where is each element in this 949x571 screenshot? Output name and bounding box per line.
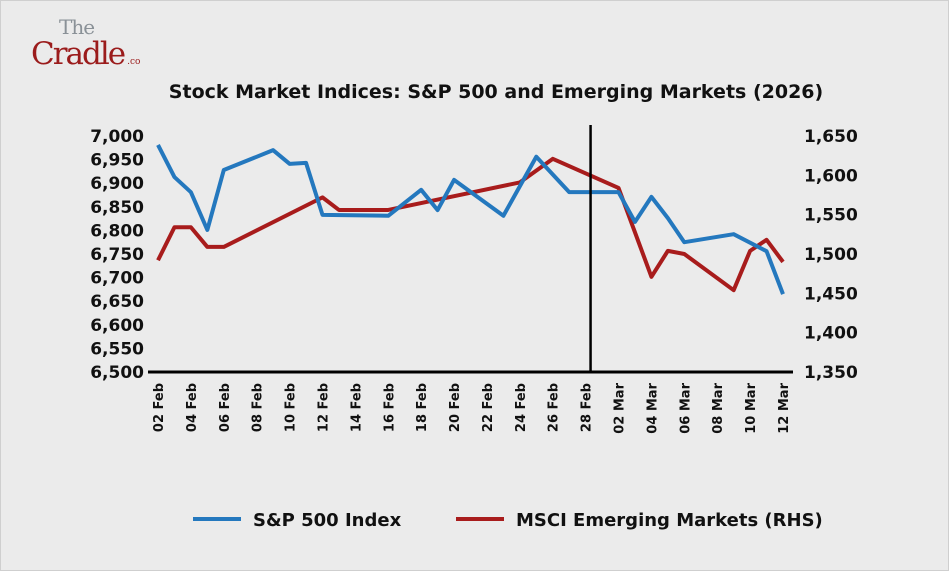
x-tick-label: 04 Feb [185,383,200,432]
left-tick-label: 6,500 [90,363,144,383]
series-line-msci [156,156,785,293]
left-tick-label: 6,550 [90,339,144,359]
series-line-sp500 [156,144,785,295]
right-tick-label: 1,450 [804,284,858,304]
x-tick-label: 12 Feb [316,383,331,432]
x-tick-label: 16 Feb [382,383,397,432]
logo-co: .co [127,57,141,67]
left-tick-label: 6,950 [90,151,144,171]
x-tick-label: 02 Mar [613,382,628,433]
x-tick-label: 26 Feb [547,383,562,432]
right-tick-label: 1,350 [804,363,858,383]
x-tick-label: 08 Mar [711,382,726,433]
legend-label-msci: MSCI Emerging Markets (RHS) [516,510,823,531]
left-tick-label: 6,850 [90,198,144,218]
x-tick-label: 12 Mar [777,382,792,433]
x-tick-label: 14 Feb [349,383,364,432]
right-tick-label: 1,600 [804,166,858,186]
left-tick-label: 7,000 [90,127,144,147]
logo-row: Cradle .co [31,37,171,71]
x-tick-label: 06 Feb [218,383,233,432]
legend-label-sp500: S&P 500 Index [253,510,402,531]
left-axis-ticks: 7,000 6,950 6,900 6,850 6,800 6,750 6,700 6,650… [90,127,144,383]
right-tick-label: 1,550 [804,206,858,226]
left-tick-label: 6,750 [90,245,144,265]
chart-title: Stock Market Indices: S&P 500 and Emergi… [169,81,823,103]
left-tick-label: 6,900 [90,174,144,194]
legend: S&P 500 Index MSCI Emerging Markets (RHS… [193,510,823,531]
left-tick-label: 6,700 [90,269,144,289]
left-tick-label: 6,600 [90,316,144,336]
right-tick-label: 1,500 [804,245,858,265]
x-tick-label: 20 Feb [448,383,463,432]
x-tick-label: 24 Feb [514,383,529,432]
right-axis-ticks: 1,650 1,600 1,550 1,500 1,450 1,400 1,350 [804,127,858,383]
x-tick-label: 04 Mar [645,382,660,433]
right-tick-label: 1,400 [804,324,858,344]
x-tick-label: 28 Feb [580,383,595,432]
logo-the: The [59,15,95,39]
x-tick-label: 10 Feb [284,383,299,432]
logo-cradle: Cradle [31,36,126,72]
x-tick-label: 02 Feb [152,383,167,432]
the-cradle-logo: The Cradle .co [31,17,171,73]
x-axis-ticks: 02 Feb 04 Feb 06 Feb 08 Feb 10 Feb 12 Feb 14 F… [152,382,792,433]
left-tick-label: 6,650 [90,292,144,312]
x-tick-label: 22 Feb [481,383,496,432]
x-tick-label: 18 Feb [415,383,430,432]
right-tick-label: 1,650 [804,127,858,147]
x-tick-label: 10 Mar [744,382,759,433]
x-tick-label: 08 Feb [251,383,266,432]
left-tick-label: 6,800 [90,221,144,241]
x-tick-label: 06 Mar [678,382,693,433]
series-lines [156,144,785,295]
